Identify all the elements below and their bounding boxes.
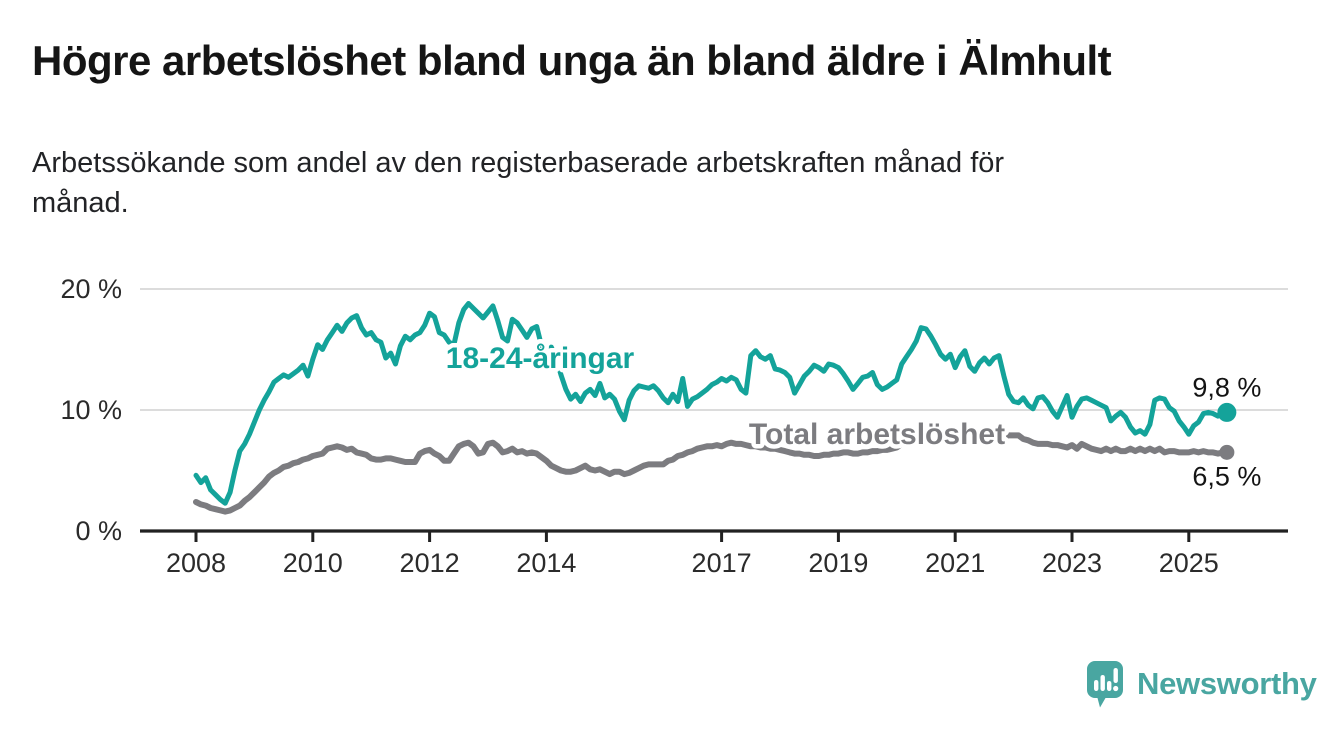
x-axis-label-2014: 2014: [516, 548, 576, 578]
newsworthy-logo: Newsworthy: [1086, 660, 1317, 708]
youth-unemployment-line: [193, 301, 1226, 506]
x-axis-label-2025: 2025: [1159, 548, 1219, 578]
y-axis-label-10: 10 %: [60, 395, 122, 425]
x-axis-label-2019: 2019: [808, 548, 868, 578]
newsworthy-logo-text: Newsworthy: [1137, 666, 1317, 701]
total-series-label: Total arbetslöshet: [749, 418, 1005, 451]
x-axis-label-2012: 2012: [400, 548, 460, 578]
x-axis-label-2021: 2021: [925, 548, 985, 578]
total-end-value-label: 6,5 %: [1192, 461, 1261, 491]
page-subtitle: Arbetssökande som andel av den registerb…: [32, 147, 1005, 220]
x-axis-label-2010: 2010: [283, 548, 343, 578]
x-axis-label-2008: 2008: [166, 548, 226, 578]
page-title: Högre arbetslöshet bland unga än bland ä…: [32, 37, 1112, 84]
y-axis-label-20: 20 %: [60, 274, 122, 304]
youth-end-value-label: 9,8 %: [1192, 372, 1261, 402]
total-unemployment-line: [193, 425, 1226, 515]
youth-series-label: 18-24-åringar: [446, 342, 635, 375]
newsworthy-logo-icon: [1087, 661, 1123, 708]
x-axis-label-2017: 2017: [692, 548, 752, 578]
total-end-dot: [1219, 444, 1235, 460]
y-axis-label-0: 0 %: [75, 516, 122, 546]
x-axis-label-2023: 2023: [1042, 548, 1102, 578]
youth-end-dot: [1217, 402, 1237, 422]
